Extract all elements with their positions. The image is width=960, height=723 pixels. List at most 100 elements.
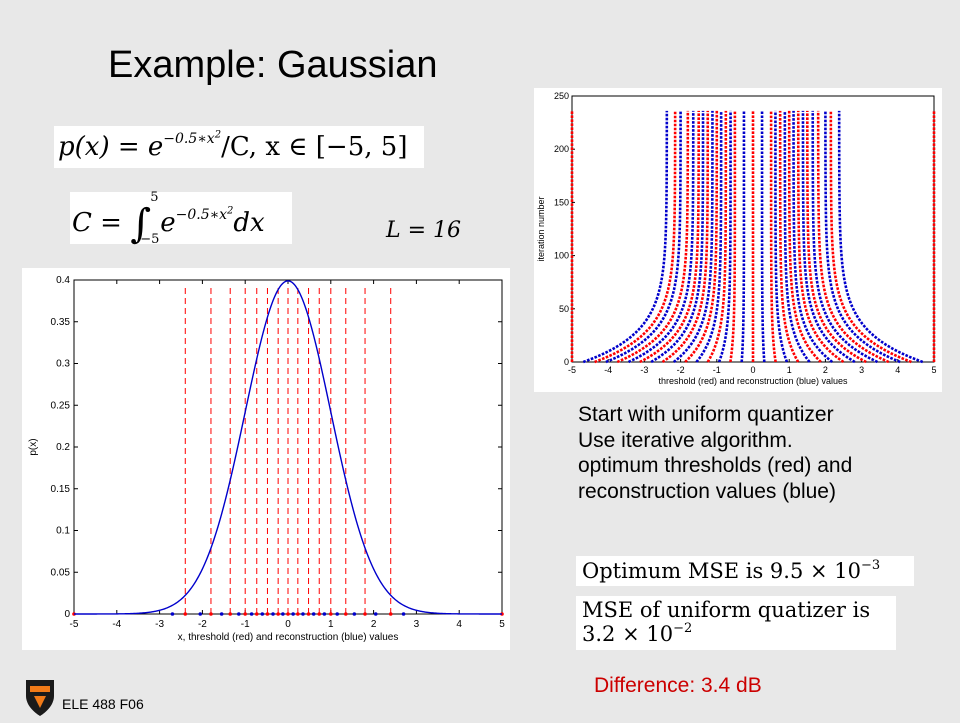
threshold-trajectory [829,110,912,364]
reconstruction-point [170,612,175,616]
threshold-trajectory [639,110,700,364]
threshold-point [317,612,322,616]
threshold-point [183,612,188,616]
reconstruction-trajectory [672,110,714,364]
formula-normalizer: C = ∫ 5 −5 e−0.5∗x2dx [70,190,292,247]
x-tick-label: -2 [677,365,685,375]
x-axis-label: x, threshold (red) and reconstruction (b… [178,632,399,643]
x-tick-label: 3 [414,619,420,630]
difference-text: Difference: 3.4 dB [594,674,762,697]
threshold-point [363,612,367,616]
x-tick-label: -4 [112,619,121,630]
slide-title: Example: Gaussian [108,44,438,86]
x-tick-label: -5 [568,365,576,375]
reconstruction-trajectory [783,110,811,363]
threshold-point [329,612,333,616]
reconstruction-point [401,612,406,616]
reconstruction-trajectory [760,110,766,363]
gaussian-chart-svg: -5 -4 -3 -2 -1 0 1 2 3 4 5 0 0.05 0.1 0.15 0.2 0.25 0.3 0.… [28,275,505,643]
threshold-point [228,612,233,616]
x-tick-label: -1 [713,365,721,375]
description-line: Use iterative algorithm. [578,428,793,452]
x-tick-label: 1 [787,365,792,375]
reconstruction-point [335,612,340,616]
x-tick-label: 3 [859,365,864,375]
x-tick-label: -3 [640,365,648,375]
threshold-trajectory [769,110,777,363]
description-line: reconstruction values (blue) [578,479,836,503]
y-tick-label: 150 [554,197,569,207]
y-tick-label: 100 [554,251,569,261]
x-tick-label: 2 [371,619,377,630]
description-line: optimum thresholds (red) and [578,454,853,477]
reconstruction-trajectory [811,110,879,364]
reconstruction-point [236,612,241,616]
reconstruction-trajectory [792,110,834,364]
reconstruction-trajectory [824,110,901,364]
reconstruction-point [301,612,305,616]
x-tick-label: 5 [931,365,936,375]
y-tick-label: 0 [64,609,70,620]
reconstruction-trajectory [740,110,746,363]
threshold-trajectory [616,110,690,364]
x-tick-label: 2 [823,365,828,375]
threshold-point [296,612,300,616]
x-tick-label: -5 [70,619,79,630]
uniform-mse: MSE of uniform quatizer is 3.2 × 10−2 [576,596,896,650]
x-tick-label: 0 [285,619,291,630]
threshold-trajectory [816,110,890,364]
threshold-trajectory [787,110,822,363]
y-tick-label: 200 [554,144,569,154]
threshold-trajectory [806,110,867,364]
threshold-trajectory [684,110,719,363]
y-tick-label: 0.4 [56,275,70,286]
reconstruction-trajectory [801,110,856,364]
y-tick-label: 250 [554,91,569,101]
reconstruction-trajectory [627,110,695,364]
y-tick-label: 0.3 [56,359,70,370]
y-tick-label: 0.1 [56,526,70,537]
reconstruction-point [322,612,327,616]
reconstruction-trajectory [695,110,723,363]
y-tick-label: 0 [564,357,569,367]
y-tick-label: 0.15 [51,484,71,495]
optimum-mse: Optimum MSE is 9.5 × 10−3 [576,556,914,586]
y-tick-label: 50 [559,304,569,314]
reconstruction-point [281,612,285,616]
x-axis-label: threshold (red) and reconstruction (blue… [658,376,848,386]
y-axis-label: iteration number [536,196,546,261]
description: Start with uniform quantizer Use iterati… [578,402,948,504]
y-tick-label: 0.25 [51,400,71,411]
reconstruction-trajectory [837,110,924,364]
threshold-point [243,612,247,616]
x-tick-label: 0 [750,365,755,375]
reconstruction-point [260,612,265,616]
x-tick-label: 5 [499,619,505,630]
threshold-trajectory [706,110,728,363]
x-tick-label: -1 [241,619,250,630]
x-tick-label: 1 [328,619,334,630]
reconstruction-point [373,612,378,616]
formula-px: p(x) = e−0.5∗x2/C, x ∈ [−5, 5] [54,126,424,168]
reconstruction-trajectory [774,110,789,363]
threshold-point [306,612,311,616]
x-tick-label: 4 [895,365,900,375]
x-tick-label: -2 [198,619,207,630]
reconstruction-trajectory [605,110,682,364]
threshold-point [276,612,280,616]
reconstruction-trajectory [717,110,732,363]
reconstruction-point [291,612,295,616]
x-tick-label: 4 [456,619,462,630]
reconstruction-point [249,612,254,616]
threshold-point [209,612,213,616]
x-tick-label: -4 [604,365,612,375]
iteration-chart-svg: -5 -4 -3 -2 -1 0 1 2 3 4 5050100150200250threshold… [536,91,937,386]
gaussian-curve [74,280,502,615]
threshold-point [343,612,348,616]
threshold-point [265,612,270,616]
formula-levels: L = 16 [386,218,462,243]
reconstruction-trajectory [650,110,705,364]
reconstruction-trajectory [582,110,669,364]
y-tick-label: 0.35 [51,317,71,328]
reconstruction-point [198,612,203,616]
